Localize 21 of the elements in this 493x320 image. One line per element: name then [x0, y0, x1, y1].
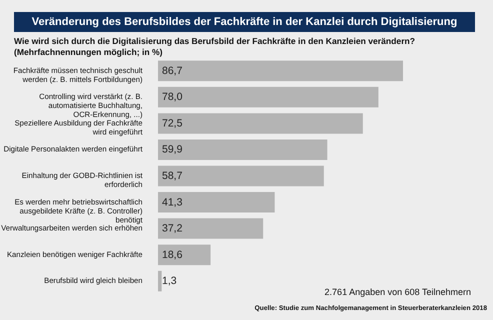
bar — [158, 166, 324, 186]
data-label: 1,3 — [162, 275, 177, 288]
bar — [158, 86, 378, 108]
bar — [158, 244, 211, 266]
bar — [158, 218, 264, 239]
data-label: 78,0 — [162, 91, 183, 104]
data-label: 18,6 — [162, 248, 183, 261]
bar — [158, 139, 328, 160]
chart-subtitle: Wie wird sich durch die Digitalisierung das Berufsbild der Fachkräfte in den Kanzleien verändern? (Mehrfachnennungen möglich; in %) — [14, 36, 416, 58]
bar — [158, 113, 363, 134]
annotation: 2.761 Angaben von 608 Teilnehmern — [324, 287, 471, 297]
bar — [158, 270, 162, 292]
chart-title: Veränderung des Berufsbildes der Fachkräfte in der Kanzlei durch Digitalisierung — [14, 12, 475, 32]
data-label: 72,5 — [162, 117, 183, 130]
bar — [158, 192, 275, 213]
data-label: 59,9 — [162, 144, 183, 156]
data-label: 41,3 — [162, 196, 183, 208]
data-label: 58,7 — [162, 170, 183, 182]
data-label: 86,7 — [162, 64, 183, 77]
data-label: 37,2 — [162, 222, 183, 235]
bar — [158, 60, 403, 82]
